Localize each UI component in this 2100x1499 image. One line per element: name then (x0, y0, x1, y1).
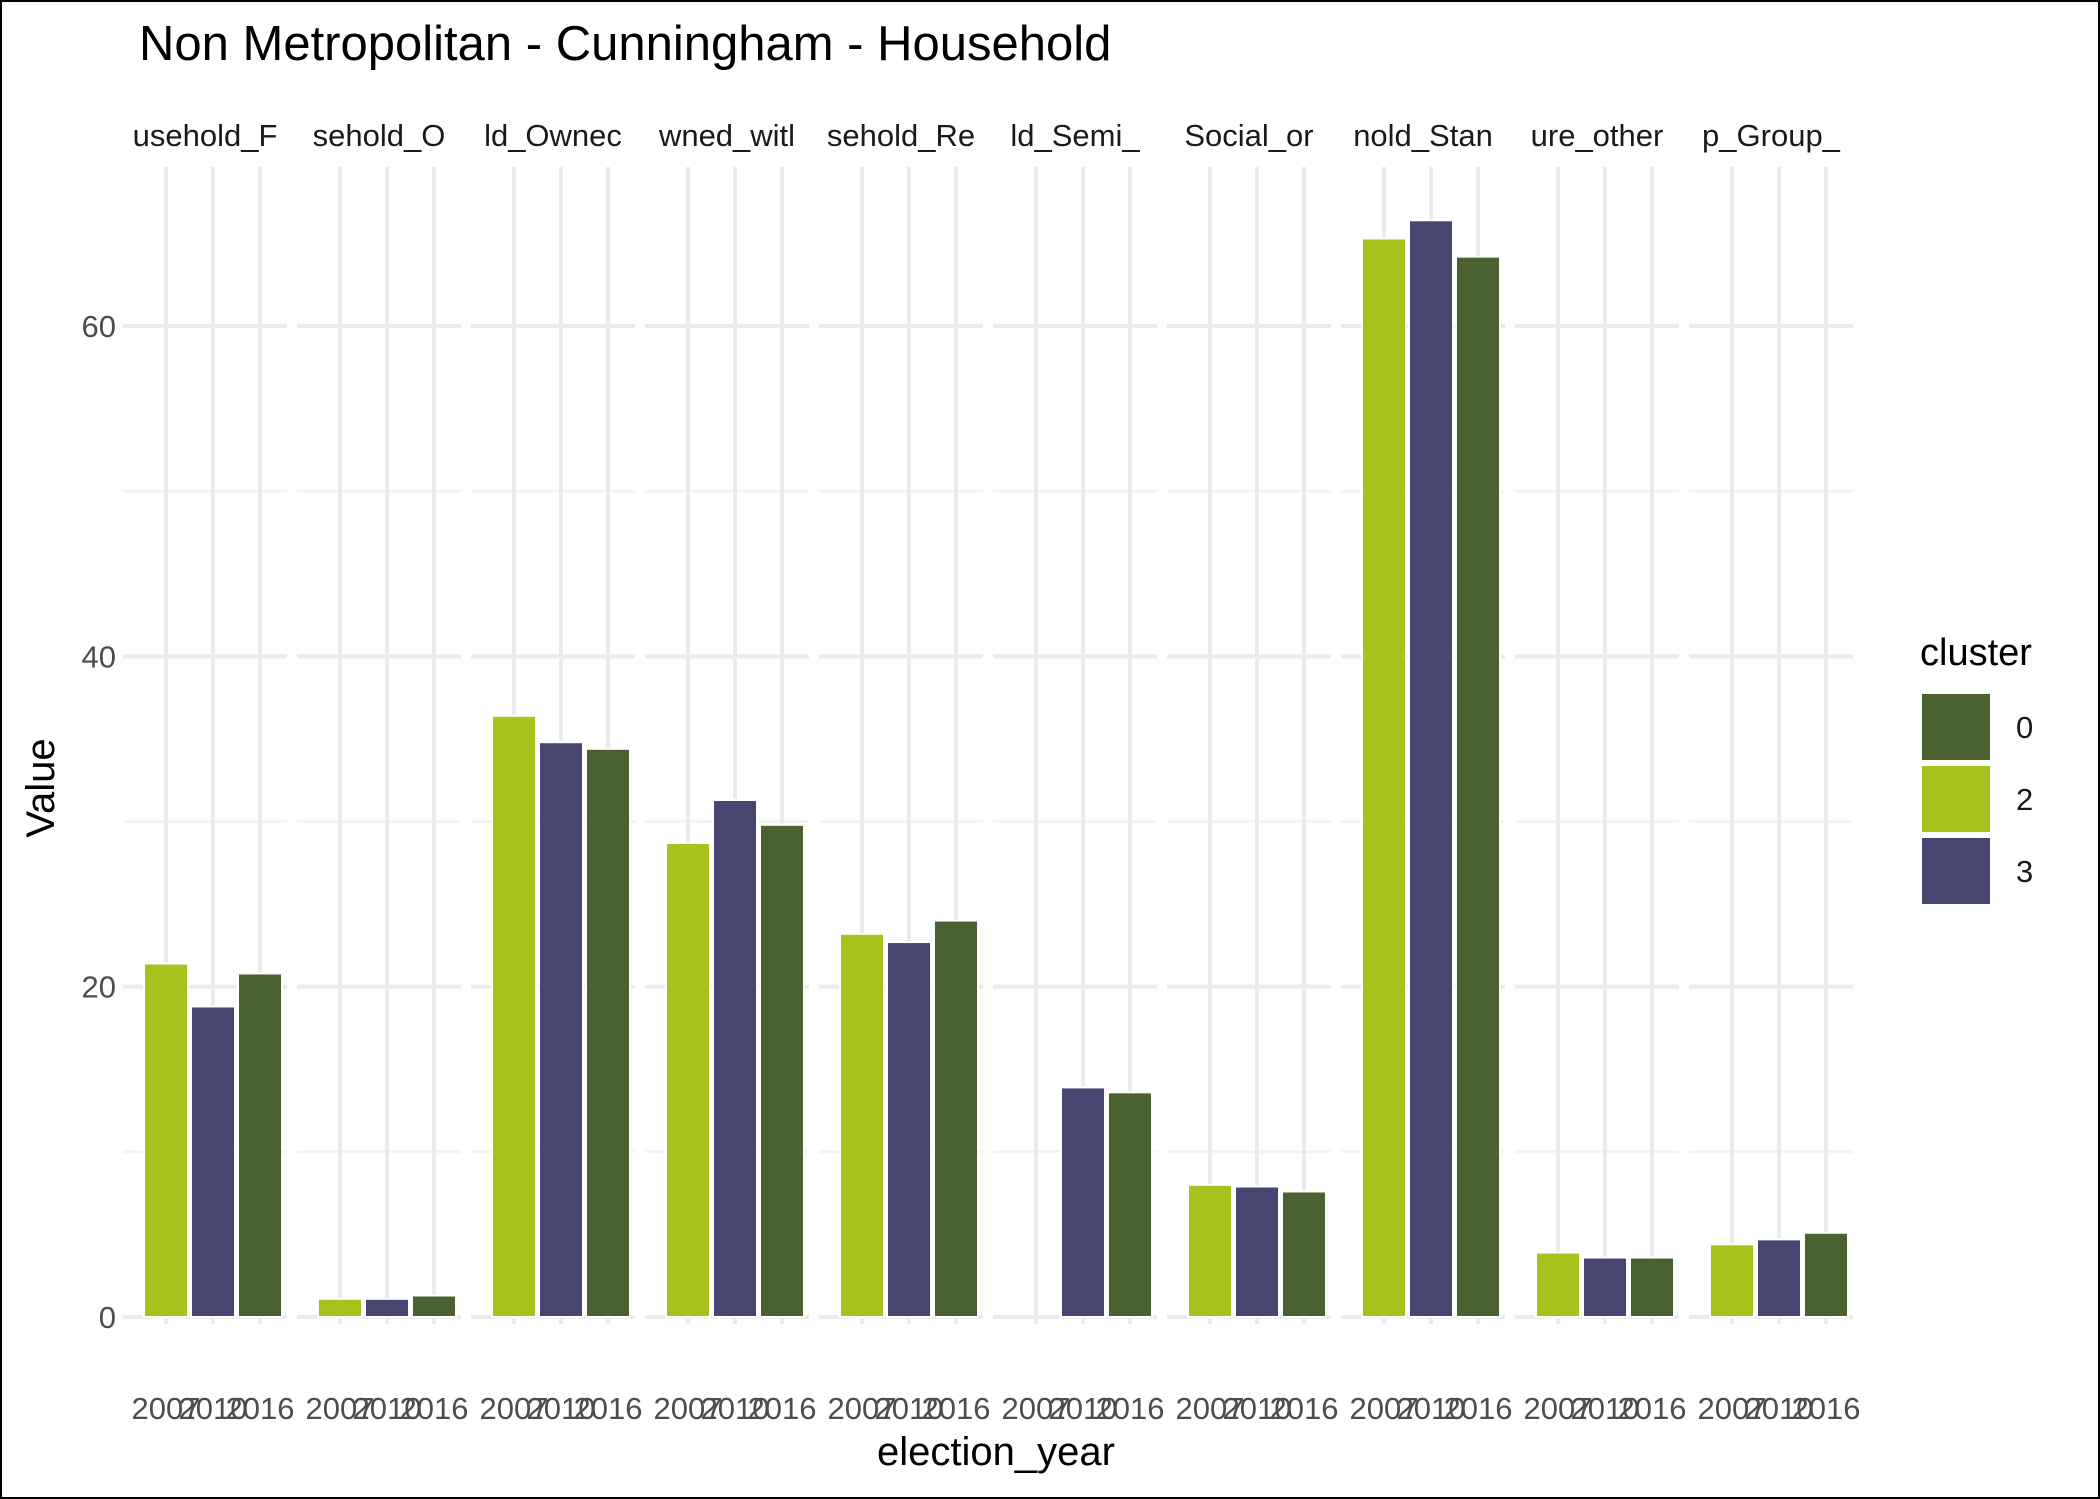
x-tick-label: 2010 (1223, 1391, 1292, 1426)
bar (1629, 1256, 1675, 1319)
bar (1060, 1086, 1106, 1318)
bar (411, 1294, 457, 1318)
facet-label: wned_witl (658, 118, 795, 153)
y-tick-label: 60 (82, 309, 116, 344)
bar (759, 823, 805, 1318)
bar (712, 799, 758, 1318)
x-tick-label: 2010 (875, 1391, 944, 1426)
legend: cluster 0 2 3 (1920, 632, 2033, 904)
y-tick-label: 40 (82, 639, 116, 674)
x-tick-label: 2016 (922, 1391, 991, 1426)
y-tick-label: 20 (82, 970, 116, 1005)
bar (1187, 1183, 1233, 1319)
x-tick-label: 2007 (1524, 1391, 1593, 1426)
bar (1361, 237, 1407, 1318)
y-tick-label: 0 (99, 1300, 116, 1335)
legend-key (1922, 766, 1990, 832)
x-tick-label: 2016 (1444, 1391, 1513, 1426)
facet-label: sehold_O (313, 118, 446, 153)
chart-title: Non Metropolitan - Cunningham - Househol… (139, 17, 1111, 71)
x-tick-label: 2010 (353, 1391, 422, 1426)
bar (585, 747, 631, 1318)
x-tick-label: 2010 (179, 1391, 248, 1426)
x-tick-label: 2007 (1698, 1391, 1767, 1426)
bar (1107, 1091, 1153, 1318)
bar (317, 1297, 363, 1318)
x-tick-label: 2007 (306, 1391, 375, 1426)
bar (933, 919, 979, 1318)
bar (538, 741, 584, 1318)
bar (839, 932, 885, 1319)
x-tick-label: 2007 (1350, 1391, 1419, 1426)
bar (1455, 255, 1501, 1318)
facet-label: ld_Ownec (484, 118, 622, 153)
bar (1234, 1185, 1280, 1318)
x-tick-label: 2016 (226, 1391, 295, 1426)
y-axis-title: Value (19, 738, 63, 837)
facet-label: nold_Stan (1353, 118, 1493, 153)
facet-label: ure_other (1531, 118, 1664, 153)
legend-label: 0 (2016, 710, 2033, 745)
x-tick-label: 2010 (527, 1391, 596, 1426)
bar (190, 1005, 236, 1319)
x-axis-title: election_year (877, 1430, 1115, 1474)
x-tick-label: 2016 (1096, 1391, 1165, 1426)
x-tick-label: 2007 (828, 1391, 897, 1426)
x-tick-label: 2010 (1049, 1391, 1118, 1426)
x-tick-label: 2016 (748, 1391, 817, 1426)
x-tick-label: 2010 (1571, 1391, 1640, 1426)
bar (143, 962, 189, 1318)
x-tick-label: 2010 (1397, 1391, 1466, 1426)
legend-title: cluster (1920, 632, 2032, 674)
bar (491, 714, 537, 1318)
bar (1803, 1231, 1849, 1319)
bar (1756, 1238, 1802, 1319)
legend-label: 3 (2016, 854, 2033, 889)
x-tick-label: 2007 (654, 1391, 723, 1426)
y-axis: 0 20 40 60 (82, 309, 116, 1335)
x-tick-label: 2007 (480, 1391, 549, 1426)
bar (665, 841, 711, 1318)
x-tick-label: 2016 (1270, 1391, 1339, 1426)
facet-label: ld_Semi_ (1010, 118, 1140, 153)
bar (1582, 1256, 1628, 1319)
facet-label: Social_or (1184, 118, 1313, 153)
legend-key (1922, 838, 1990, 904)
x-tick-label: 2016 (400, 1391, 469, 1426)
legend-label: 2 (2016, 782, 2033, 817)
x-tick-label: 2016 (1618, 1391, 1687, 1426)
x-tick-label: 2016 (1792, 1391, 1861, 1426)
bar (364, 1297, 410, 1318)
bar (1535, 1251, 1581, 1318)
bar (1408, 219, 1454, 1318)
x-tick-label: 2007 (132, 1391, 201, 1426)
legend-key (1922, 694, 1990, 760)
facet-label: p_Group_ (1702, 118, 1841, 153)
x-tick-label: 2010 (1745, 1391, 1814, 1426)
facet-label: usehold_F (133, 118, 278, 153)
x-tick-label: 2016 (574, 1391, 643, 1426)
bar (1281, 1190, 1327, 1319)
facet-label: sehold_Re (827, 118, 975, 153)
bar (886, 941, 932, 1318)
bar (1709, 1243, 1755, 1318)
bar (237, 972, 283, 1318)
x-tick-label: 2007 (1176, 1391, 1245, 1426)
x-tick-label: 2007 (1002, 1391, 1071, 1426)
x-tick-label: 2010 (701, 1391, 770, 1426)
facet-panels: usehold_F200720102016sehold_O20072010201… (123, 118, 1860, 1426)
